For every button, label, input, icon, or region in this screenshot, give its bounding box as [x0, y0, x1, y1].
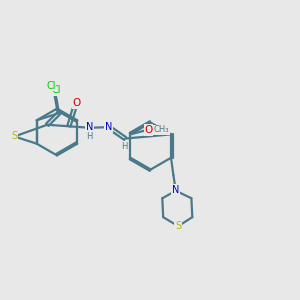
Text: N: N [85, 122, 93, 133]
Text: O: O [144, 125, 153, 135]
Text: CH₃: CH₃ [154, 125, 169, 134]
Text: H: H [86, 132, 92, 141]
Text: S: S [11, 131, 17, 142]
Text: N: N [172, 185, 179, 195]
Text: Cl: Cl [46, 80, 56, 91]
Text: N: N [105, 122, 112, 132]
Text: H: H [122, 142, 128, 151]
Text: S: S [175, 221, 181, 231]
Text: N: N [172, 185, 179, 195]
Text: O: O [73, 98, 81, 108]
Text: Cl: Cl [51, 85, 61, 95]
